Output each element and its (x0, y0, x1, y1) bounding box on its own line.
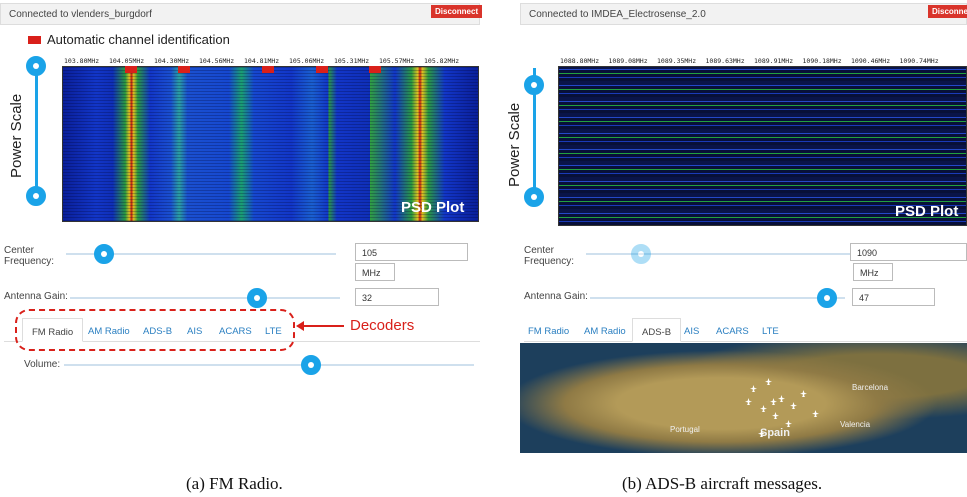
decoder-tab[interactable]: LTE (762, 326, 779, 337)
power-knob-top[interactable] (26, 56, 46, 76)
aircraft (785, 420, 792, 427)
map-label: Spain (760, 427, 790, 439)
power-scale-label: Power Scale (8, 93, 25, 178)
center-track (586, 253, 896, 255)
center-knob[interactable] (94, 244, 114, 264)
disconnect-button[interactable]: Disconnect (431, 5, 483, 18)
decoder-tab[interactable]: LTE (265, 326, 282, 337)
center-track (66, 253, 336, 255)
power-scale-label: Power Scale (506, 102, 523, 187)
power-track (35, 68, 38, 196)
power-track (533, 68, 536, 196)
frequency-label: 104.56MHz (199, 57, 235, 65)
aircraft (812, 410, 819, 417)
center-frequency-label: Center Frequency: (4, 245, 55, 267)
channel-marker (316, 66, 328, 73)
aircraft (758, 430, 765, 437)
frequency-label: 103.80MHz (64, 57, 100, 65)
frequency-label: 105.31MHz (334, 57, 370, 65)
map-label: Barcelona (852, 383, 889, 392)
volume-knob[interactable] (301, 355, 321, 375)
gain-track (70, 297, 340, 299)
channel-marker (262, 66, 274, 73)
channel-marker (125, 66, 137, 73)
frequency-label: 104.05MHz (109, 57, 145, 65)
map-label: Portugal (670, 425, 700, 434)
unit-select[interactable]: MHz (355, 263, 395, 281)
aircraft (772, 412, 779, 419)
decoder-tab[interactable]: AM Radio (88, 326, 130, 337)
status-bar: Connected to vlenders_burgdorf (0, 3, 480, 25)
tab-rule (4, 341, 480, 342)
power-knob-bottom[interactable] (524, 187, 544, 207)
channel-marker (369, 66, 381, 73)
decoder-tab[interactable]: AM Radio (584, 326, 626, 337)
gain-knob[interactable] (247, 288, 267, 308)
map (520, 343, 967, 453)
decoder-tab[interactable]: ADS-B (143, 326, 173, 337)
decoder-tab[interactable]: ADS-B (632, 318, 682, 342)
aircraft (778, 395, 785, 402)
decoders-outline (15, 309, 295, 351)
unit-select[interactable]: MHz (853, 263, 893, 281)
status-bar: Connected to IMDEA_Electrosense_2.0 (520, 3, 967, 25)
decoder-tab[interactable]: ACARS (716, 326, 749, 337)
frequency-label: 1090.46MHz (851, 57, 891, 65)
frequency-label: 1089.63MHz (705, 57, 745, 65)
gain-knob[interactable] (817, 288, 837, 308)
annotation-text: Decoders (350, 317, 415, 334)
legend-swatch (28, 36, 41, 44)
plot-label: PSD Plot (401, 199, 465, 216)
spectrogram (558, 66, 967, 226)
antenna-gain-label: Antenna Gain: (4, 291, 68, 302)
aircraft (745, 398, 752, 405)
decoder-tab[interactable]: AIS (187, 326, 203, 337)
caption: (a) FM Radio. (186, 474, 283, 493)
aircraft (790, 402, 797, 409)
aircraft (765, 378, 772, 385)
map-label: Valencia (840, 420, 871, 429)
disconnect-button[interactable]: Disconnect (928, 5, 967, 18)
decoder-tab[interactable]: FM Radio (528, 326, 570, 337)
channel-marker (178, 66, 190, 73)
spectrogram (62, 66, 479, 222)
aircraft (800, 390, 807, 397)
center-frequency-input[interactable]: 105 (355, 243, 468, 261)
antenna-gain-input[interactable]: 32 (355, 288, 439, 306)
frequency-label: 1089.91MHz (754, 57, 794, 65)
frequency-label: 105.57MHz (379, 57, 415, 65)
frequency-label: 105.06MHz (289, 57, 325, 65)
gain-track (590, 297, 845, 299)
antenna-gain-label: Antenna Gain: (524, 291, 588, 302)
decoder-tab[interactable]: AIS (684, 326, 700, 337)
plot-label: PSD Plot (895, 203, 959, 220)
volume-label: Volume: (24, 359, 61, 370)
frequency-label: 104.30MHz (154, 57, 190, 65)
legend-text: Automatic channel identification (47, 32, 230, 47)
caption: (b) ADS-B aircraft messages. (622, 474, 823, 493)
decoder-tab[interactable]: FM Radio (22, 318, 84, 342)
frequency-label: 1089.35MHz (657, 57, 697, 65)
arrow-head (296, 321, 304, 331)
aircraft (760, 405, 767, 412)
frequency-label: 104.81MHz (244, 57, 280, 65)
decoder-tab[interactable]: ACARS (219, 326, 252, 337)
center-knob[interactable] (631, 244, 651, 264)
tab-rule (524, 341, 967, 342)
frequency-label: 1088.80MHz (560, 57, 600, 65)
power-knob-top[interactable] (524, 75, 544, 95)
frequency-label: 105.82MHz (424, 57, 460, 65)
aircraft (750, 385, 757, 392)
frequency-label: 1089.08MHz (608, 57, 648, 65)
center-frequency-input[interactable]: 1090 (850, 243, 967, 261)
antenna-gain-input[interactable]: 47 (852, 288, 935, 306)
volume-track (64, 364, 474, 366)
center-frequency-label: Center Frequency: (524, 245, 575, 267)
annotation-arrow (300, 325, 344, 327)
frequency-label: 1090.74MHz (899, 57, 939, 65)
power-knob-bottom[interactable] (26, 186, 46, 206)
frequency-label: 1090.18MHz (802, 57, 842, 65)
aircraft (770, 398, 777, 405)
